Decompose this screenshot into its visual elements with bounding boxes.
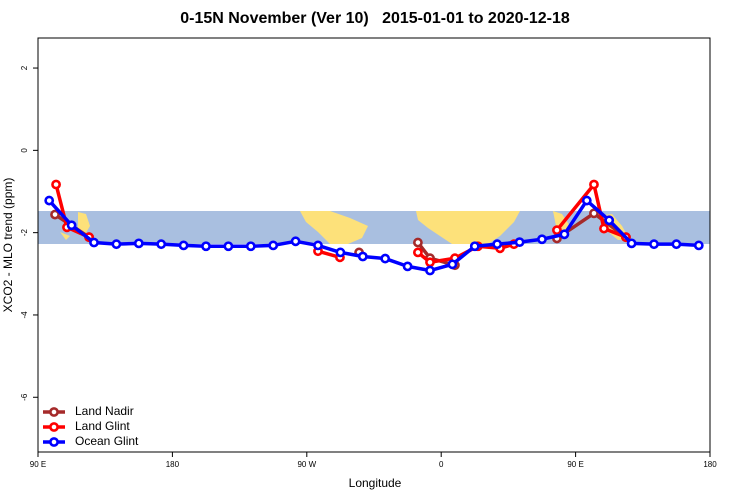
legend-label: Ocean Glint [75,434,139,448]
data-point [537,234,547,245]
x-tick-label: 90 E [30,460,46,469]
axes: 90 E 180 90 W 0 90 E 180 2 0 -2 -4 -6 [20,65,717,469]
data-point [671,239,682,250]
data-point [66,220,77,231]
data-point [514,237,525,248]
data-point [604,215,615,226]
data-point [693,240,704,251]
y-tick-label: -6 [20,393,29,401]
data-point [44,195,55,206]
data-point [413,237,423,248]
legend-marker [49,437,59,447]
plot-frame [37,37,711,453]
data-point [425,257,435,268]
y-tick-label: 2 [20,65,29,70]
x-axis-label: Longitude [349,476,402,490]
x-tick-label: 90 E [567,460,583,469]
data-point [581,195,592,206]
data-point [290,236,301,247]
data-point [599,223,609,234]
data-point [111,239,122,250]
data-point [425,265,435,276]
data-point [589,208,599,219]
legend-marker [49,407,59,417]
x-tick-label: 180 [703,460,717,469]
data-point [626,238,637,249]
x-tick-label: 90 W [297,460,316,469]
x-tick-label: 180 [166,460,180,469]
data-point [178,240,189,251]
data-point [313,240,323,251]
data-point [268,240,279,251]
data-point [50,209,60,220]
data-point [447,259,458,270]
y-tick-label: -2 [20,229,29,237]
data-point [89,237,99,248]
data-point [201,241,211,252]
data-point [589,179,599,190]
data-point [402,261,413,272]
data-point [156,239,167,250]
data-point [380,253,391,264]
y-tick-label: 0 [20,148,29,153]
y-axis-label: XCO2 - MLO trend (ppm) [1,178,15,313]
x-tick-label: 0 [439,460,444,469]
data-point [413,247,423,258]
y-tick-label: -4 [20,311,29,319]
legend-marker [49,422,59,432]
chart-title: 0-15N November (Ver 10) 2015-01-01 to 20… [180,10,570,27]
data-point [649,239,659,250]
data-point [492,239,503,250]
data-point [223,241,234,252]
data-point [357,251,368,262]
data-point [559,229,570,240]
plot-area [44,179,704,276]
legend-label: Land Glint [75,419,130,433]
data-point [51,179,61,190]
data-point [133,238,144,249]
data-point [469,241,480,252]
data-point [245,241,256,252]
data-point [335,247,346,258]
series-line [555,182,627,239]
legend-label: Land Nadir [75,404,134,418]
data-point [552,225,562,236]
